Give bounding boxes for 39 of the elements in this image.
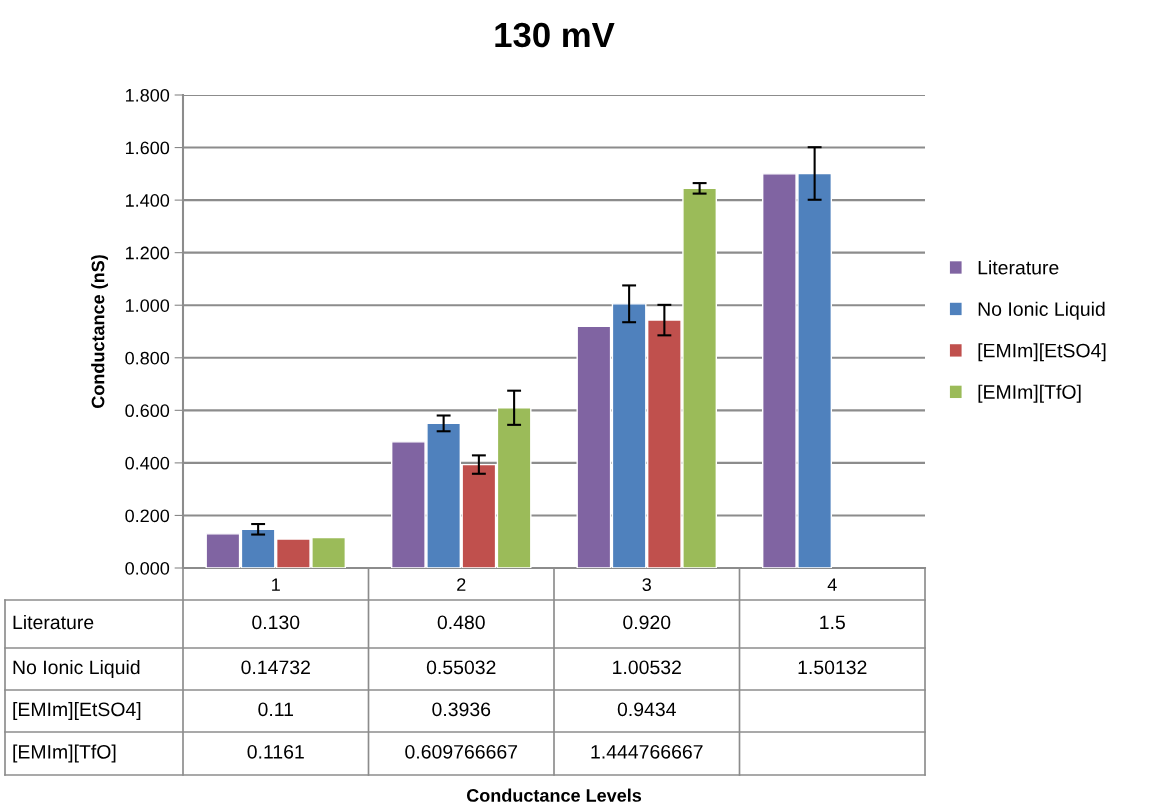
- data-label: 0.480: [437, 615, 485, 630]
- text: [EMIm][TfO]: [13, 744, 116, 763]
- y-tick-label: 0.200: [125, 509, 170, 523]
- legend-label: Literature: [978, 260, 1059, 275]
- data-label: 0.3936: [432, 702, 491, 717]
- x-tick-label: 1: [272, 578, 280, 591]
- data-label: 0.920: [623, 615, 671, 630]
- data-label: 1.5: [820, 615, 845, 630]
- y-tick-label: 0.600: [125, 404, 170, 418]
- x-tick-label: 4: [827, 578, 837, 591]
- data-label: 1.00532: [613, 660, 681, 675]
- x-tick-label: 3: [642, 578, 651, 591]
- chart-title: 130 mV: [495, 22, 615, 48]
- data-label: 0.1161: [247, 744, 304, 759]
- data-label: 0.130: [252, 615, 300, 630]
- data-label: 1.50132: [798, 660, 867, 675]
- y-tick-label: 1.600: [126, 141, 170, 155]
- data-label: 0.9434: [617, 702, 676, 717]
- y-axis-title: Conductance (nS): [91, 255, 108, 408]
- y-tick-label: 0.400: [125, 456, 170, 470]
- y-tick-label: 1.400: [126, 194, 170, 207]
- y-tick-label: 0.000: [125, 561, 170, 575]
- legend-label: No Ionic Liquid: [978, 301, 1105, 320]
- data-label: 1.444766667: [591, 744, 703, 759]
- data-label: 0.55032: [426, 660, 496, 675]
- y-tick-label: 0.800: [125, 351, 170, 365]
- legend-label: [EMIm][TfO]: [978, 384, 1081, 403]
- text: Literature: [13, 614, 94, 630]
- text: [EMIm][EtSO4]: [13, 701, 141, 721]
- y-tick-label: 1.200: [126, 246, 170, 260]
- y-tick-label: 1.800: [126, 88, 170, 102]
- legend-label: [EMIm][EtSO4]: [978, 343, 1106, 362]
- data-label: 0.11: [258, 702, 294, 717]
- x-tick-label: 2: [457, 578, 466, 591]
- text: Conductance Levels: [466, 788, 642, 802]
- y-tick-label: 1.000: [126, 299, 170, 312]
- data-label: 0.609766667: [405, 744, 518, 759]
- data-label: 0.14732: [241, 660, 310, 675]
- text: No Ionic Liquid: [13, 659, 140, 679]
